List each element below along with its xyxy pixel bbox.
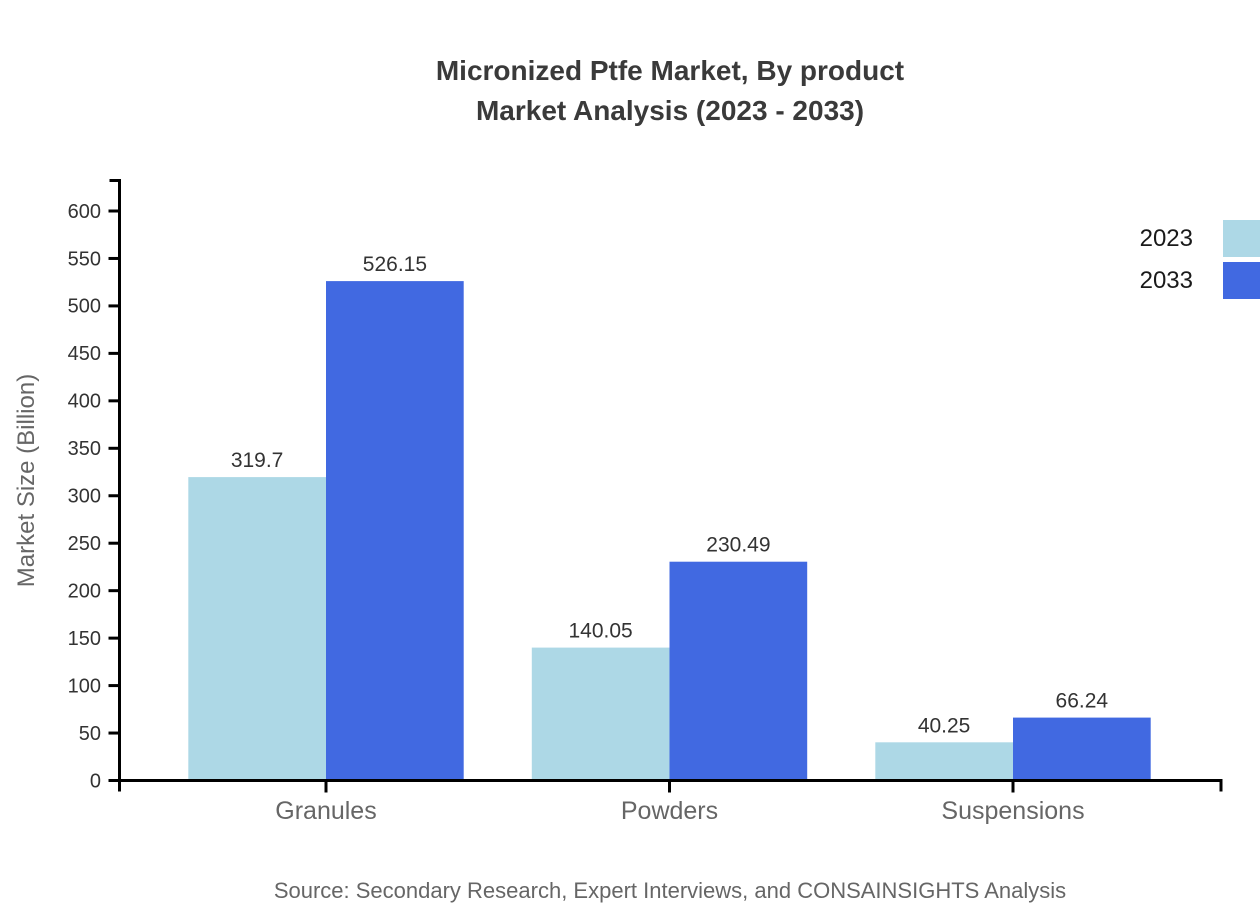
- y-tick-label: 300: [68, 486, 101, 508]
- y-tick-label: 600: [68, 201, 101, 223]
- bar-2033-powders: [669, 561, 808, 781]
- bar-2033-granules: [326, 281, 464, 781]
- y-axis-title: Market Size (Billion): [13, 374, 40, 587]
- y-tick-label: 50: [79, 723, 101, 745]
- y-tick-label: 350: [68, 438, 101, 460]
- y-tick-label: 0: [90, 770, 101, 792]
- chart-title-line2: Market Analysis (2023 - 2033): [475, 95, 865, 126]
- y-tick-label: 100: [68, 675, 101, 697]
- y-tick-label: 150: [68, 628, 101, 650]
- bar-2023-suspensions: [875, 742, 1013, 781]
- y-tick-label: 200: [68, 580, 101, 602]
- legend-label-2023: 2023: [1139, 224, 1193, 252]
- y-tick-label: 550: [68, 248, 101, 270]
- legend-swatch-2023: [1223, 220, 1260, 257]
- y-tick-label: 400: [68, 391, 101, 413]
- legend: 2023 2033: [1140, 220, 1260, 299]
- y-tick-label: 500: [68, 296, 101, 318]
- legend-label-2033: 2033: [1139, 266, 1193, 294]
- value-label: 40.25: [918, 714, 971, 737]
- value-label: 230.49: [706, 534, 770, 557]
- bar-2033-suspensions: [1013, 717, 1151, 781]
- y-tick-label: 250: [68, 533, 101, 555]
- chart-title-line1: Micronized Ptfe Market, By product: [435, 55, 905, 86]
- y-axis-line: [109, 179, 121, 782]
- bar-2023-powders: [531, 647, 670, 781]
- value-label: 140.05: [568, 620, 632, 643]
- legend-item-2023: 2023: [1140, 220, 1260, 257]
- value-label: 66.24: [1056, 690, 1109, 713]
- source-note: Source: Secondary Research, Expert Inter…: [273, 878, 1067, 903]
- value-label: 526.15: [363, 253, 427, 276]
- value-label: 319.7: [231, 449, 284, 472]
- x-category-label-granules: Granules: [275, 797, 376, 825]
- bar-2023-granules: [188, 477, 326, 781]
- chart-title: Micronized Ptfe Market, By product Marke…: [80, 51, 1260, 131]
- x-category-label-powders: Powders: [621, 797, 718, 825]
- legend-swatch-2033: [1223, 262, 1260, 299]
- x-category-label-suspensions: Suspensions: [941, 797, 1084, 825]
- legend-item-2033: 2033: [1140, 262, 1260, 299]
- y-tick-label: 450: [68, 343, 101, 365]
